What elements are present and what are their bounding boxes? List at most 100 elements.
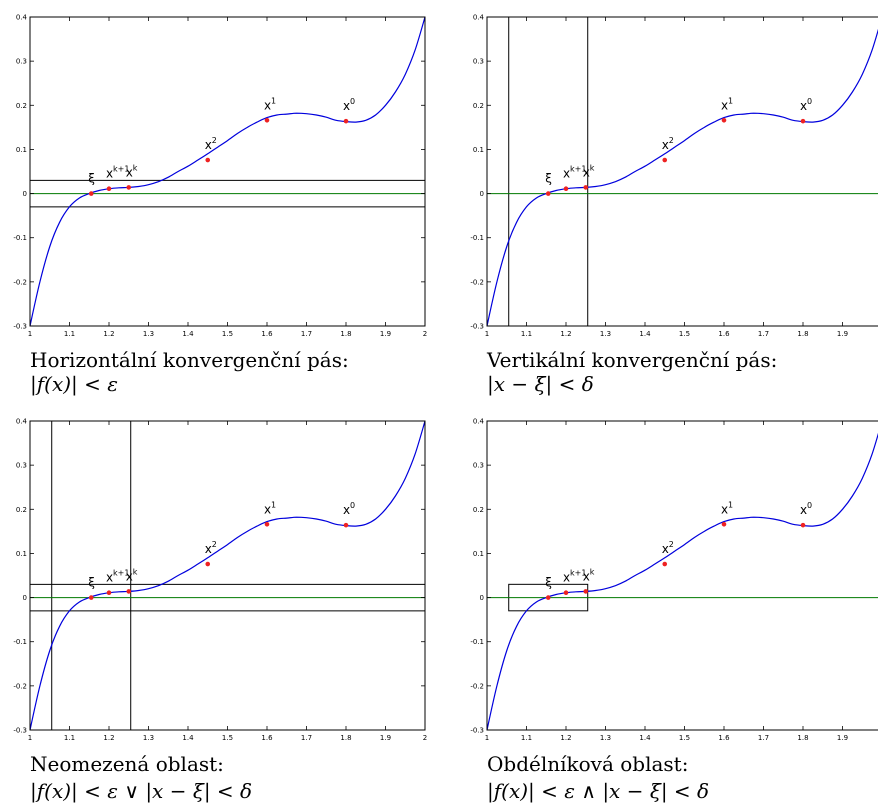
x-tick-label: 1.8 [797, 330, 808, 338]
x-tick-label: 1.3 [143, 734, 154, 742]
point-label: x [721, 502, 728, 516]
point-label: x [264, 98, 271, 112]
x-tick-label: 2 [423, 330, 427, 338]
x-tick-label: 1.5 [679, 734, 690, 742]
x-tick-label: 1.9 [380, 734, 391, 742]
x-tick-label: 1.3 [600, 330, 611, 338]
iterate-point [800, 118, 806, 124]
iterate-point [583, 589, 589, 594]
iterate-point [343, 522, 349, 528]
x-tick-label: 1.1 [64, 734, 75, 742]
chart-panel-rectangle: ξ x k+1x kx 2x 1 x 01 1.1 1.2 1.3 1.4 1.5 1.6 1.7 1.8 1.… [470, 418, 878, 742]
point-label: x [106, 571, 113, 585]
point-label-superscript: 0 [350, 501, 355, 510]
point-label-superscript: 0 [807, 97, 812, 106]
iterate-point [126, 589, 132, 594]
x-tick-label: 1.9 [837, 734, 848, 742]
formula-vertical-band: |x − ξ| < δ [487, 372, 594, 396]
x-tick-label: 1.7 [758, 330, 769, 338]
iterate-point [545, 191, 551, 196]
x-tick-label: 1.7 [301, 330, 312, 338]
y-tick-label: 0.1 [473, 550, 484, 558]
x-tick-label: 1.5 [222, 330, 233, 338]
x-tick-label: 1.4 [182, 330, 194, 338]
y-tick-label: 0 [480, 594, 484, 602]
function-curve [487, 432, 878, 730]
y-tick-label: 0 [23, 190, 27, 198]
y-tick-label: -0.2 [470, 278, 484, 286]
y-tick-label: -0.2 [13, 682, 27, 690]
caption-vertical-band: Vertikální konvergenční pás: [487, 348, 778, 372]
x-tick-label: 1.8 [797, 734, 808, 742]
formula-rectangular-region: |f(x)| < ε ∧ |x − ξ| < δ [487, 779, 710, 803]
y-tick-label: 0.2 [16, 506, 27, 514]
y-tick-label: -0.3 [470, 323, 484, 331]
point-label-superscript: 2 [669, 540, 674, 549]
x-tick-label: 1.6 [261, 330, 273, 338]
x-tick-label: 1 [485, 734, 489, 742]
point-label-superscript: k [590, 567, 595, 576]
x-tick-label: 1 [485, 330, 489, 338]
x-tick-label: 1.2 [560, 734, 571, 742]
point-label: ξ [88, 576, 95, 590]
iterate-point [126, 185, 132, 190]
point-label: ξ [545, 576, 552, 590]
point-label-superscript: 1 [271, 500, 276, 509]
iterate-point [721, 521, 727, 527]
function-curve [30, 17, 425, 326]
iterate-point [264, 117, 270, 123]
iterate-point [88, 595, 94, 600]
point-label-superscript: k [590, 163, 595, 172]
y-tick-label: -0.1 [13, 638, 27, 646]
y-tick-label: 0.1 [16, 550, 27, 558]
point-label: ξ [88, 172, 95, 186]
x-tick-label: 1.1 [521, 734, 532, 742]
point-label: x [662, 542, 669, 556]
x-tick-label: 1.3 [600, 734, 611, 742]
iterate-point [563, 590, 569, 596]
iterate-point [662, 157, 668, 163]
x-tick-label: 1.7 [301, 734, 312, 742]
point-label-superscript: 2 [669, 136, 674, 145]
x-tick-label: 1.4 [639, 330, 651, 338]
iterate-point [721, 117, 727, 123]
x-tick-label: 1.3 [143, 330, 154, 338]
chart-panel-union: ξ x k+1x kx 2x 1 x 01 1.1 1.2 1.3 1.4 1.5 1.6 1.7 1.8 1.… [13, 418, 427, 743]
point-label-superscript: 0 [350, 97, 355, 106]
caption-unbounded-region: Neomezená oblast: [30, 752, 224, 776]
point-label-superscript: 1 [271, 96, 276, 105]
chart-panel-vertical: ξ x k+1x kx 2x 1 x 01 1.1 1.2 1.3 1.4 1.5 1.6 1.7 1.8 1.… [470, 14, 878, 338]
iterate-point [583, 185, 589, 190]
y-tick-label: -0.1 [470, 638, 484, 646]
y-tick-label: 0 [23, 594, 27, 602]
function-curve [487, 28, 878, 326]
point-label: x [662, 138, 669, 152]
y-tick-label: 0.3 [473, 58, 484, 66]
iterate-point [264, 521, 270, 527]
point-label: x [205, 542, 212, 556]
point-label: x [126, 569, 133, 583]
y-tick-label: 0.1 [473, 146, 484, 154]
y-tick-label: 0.2 [473, 506, 484, 514]
point-label: x [343, 503, 350, 517]
formula-horizontal-band: |f(x)| < ε [30, 372, 118, 396]
y-tick-label: 0.2 [473, 102, 484, 110]
formula-unbounded-region: |f(x)| < ε ∨ |x − ξ| < δ [30, 779, 253, 803]
iterate-point [545, 595, 551, 600]
point-label-superscript: k [133, 163, 138, 172]
x-tick-label: 1.6 [718, 734, 730, 742]
x-tick-label: 1.6 [718, 330, 730, 338]
x-tick-label: 1.8 [340, 330, 351, 338]
function-curve [30, 421, 425, 730]
point-label: x [583, 569, 590, 583]
x-tick-label: 1.4 [182, 734, 194, 742]
iterate-point [205, 157, 211, 163]
point-label: x [264, 502, 271, 516]
y-tick-label: -0.2 [470, 682, 484, 690]
iterate-point [88, 191, 94, 196]
point-label: x [126, 165, 133, 179]
point-label: ξ [545, 172, 552, 186]
point-label-superscript: k+1 [570, 165, 586, 174]
caption-horizontal-band: Horizontální konvergenční pás: [30, 348, 349, 372]
point-label-superscript: 2 [212, 540, 217, 549]
